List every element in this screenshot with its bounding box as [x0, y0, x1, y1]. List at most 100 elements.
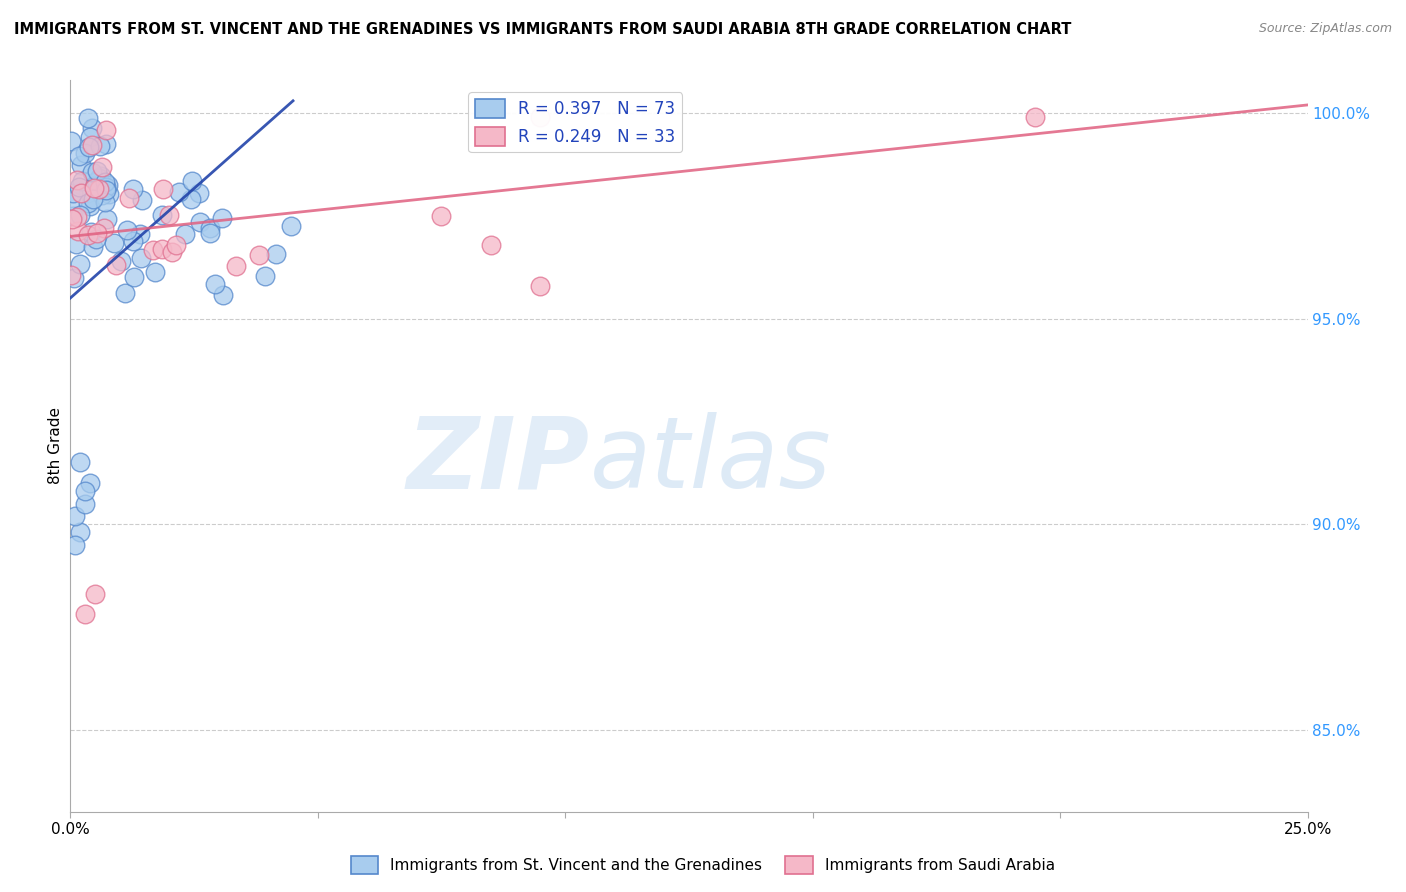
- Point: [131, 193, 153, 207]
- Point: [180, 193, 202, 207]
- Point: [70, 186, 93, 200]
- Point: [96, 179, 118, 194]
- Point: [249, 248, 271, 262]
- Point: [80, 137, 103, 152]
- Point: [167, 186, 190, 200]
- Point: [60, 211, 83, 226]
- Point: [96, 183, 118, 197]
- Point: [124, 269, 146, 284]
- Point: [79, 199, 101, 213]
- Text: ZIP: ZIP: [406, 412, 591, 509]
- Point: [122, 234, 145, 248]
- Point: [94, 195, 117, 210]
- Point: [152, 181, 174, 195]
- Point: [110, 254, 132, 268]
- Point: [96, 137, 118, 152]
- Point: [75, 496, 97, 510]
- Point: [114, 286, 136, 301]
- Point: [174, 227, 197, 242]
- Point: [67, 223, 90, 237]
- Point: [60, 134, 83, 148]
- Point: [118, 191, 141, 205]
- Point: [66, 173, 89, 187]
- Point: [104, 258, 127, 272]
- Point: [80, 164, 103, 178]
- Text: IMMIGRANTS FROM ST. VINCENT AND THE GRENADINES VS IMMIGRANTS FROM SAUDI ARABIA 8: IMMIGRANTS FROM ST. VINCENT AND THE GREN…: [14, 22, 1071, 37]
- Point: [150, 208, 173, 222]
- Point: [280, 219, 302, 233]
- Point: [62, 209, 84, 223]
- Point: [211, 288, 233, 302]
- Point: [65, 538, 87, 552]
- Point: [150, 242, 173, 256]
- Point: [75, 145, 97, 160]
- Point: [91, 188, 114, 202]
- Point: [67, 180, 90, 194]
- Point: [79, 475, 101, 490]
- Point: [82, 240, 104, 254]
- Point: [86, 227, 108, 241]
- Point: [141, 243, 163, 257]
- Point: [76, 228, 98, 243]
- Point: [82, 193, 104, 207]
- Point: [162, 244, 184, 259]
- Point: [66, 210, 89, 224]
- Point: [80, 120, 103, 135]
- Point: [204, 277, 226, 292]
- Point: [225, 260, 247, 274]
- Point: [75, 484, 97, 499]
- Point: [157, 208, 180, 222]
- Point: [65, 508, 87, 523]
- Point: [86, 164, 108, 178]
- Point: [121, 182, 143, 196]
- Point: [87, 182, 110, 196]
- Point: [70, 173, 93, 187]
- Point: [69, 525, 91, 540]
- Point: [86, 174, 108, 188]
- Point: [165, 238, 187, 252]
- Point: [63, 270, 86, 285]
- Point: [93, 221, 115, 235]
- Point: [87, 170, 110, 185]
- Point: [529, 278, 551, 293]
- Point: [96, 212, 118, 227]
- Point: [430, 209, 453, 223]
- Point: [129, 227, 152, 241]
- Y-axis label: 8th Grade: 8th Grade: [48, 408, 63, 484]
- Point: [69, 208, 91, 222]
- Point: [80, 225, 103, 239]
- Point: [76, 186, 98, 200]
- Point: [211, 211, 233, 225]
- Point: [77, 111, 100, 125]
- Point: [69, 455, 91, 469]
- Legend: Immigrants from St. Vincent and the Grenadines, Immigrants from Saudi Arabia: Immigrants from St. Vincent and the Gren…: [344, 850, 1062, 880]
- Point: [76, 195, 98, 210]
- Point: [200, 226, 222, 240]
- Point: [70, 158, 93, 172]
- Legend: R = 0.397   N = 73, R = 0.249   N = 33: R = 0.397 N = 73, R = 0.249 N = 33: [468, 92, 682, 153]
- Point: [83, 178, 105, 193]
- Point: [79, 130, 101, 145]
- Text: Source: ZipAtlas.com: Source: ZipAtlas.com: [1258, 22, 1392, 36]
- Point: [129, 251, 152, 265]
- Point: [1024, 110, 1046, 124]
- Point: [62, 194, 84, 208]
- Point: [103, 235, 125, 250]
- Point: [69, 257, 91, 271]
- Point: [180, 174, 202, 188]
- Point: [84, 587, 107, 601]
- Point: [188, 215, 211, 229]
- Point: [98, 186, 121, 201]
- Point: [83, 181, 105, 195]
- Point: [264, 247, 287, 261]
- Point: [84, 232, 107, 246]
- Point: [65, 237, 87, 252]
- Point: [77, 140, 100, 154]
- Point: [254, 268, 277, 283]
- Point: [75, 607, 97, 622]
- Point: [97, 178, 120, 192]
- Point: [90, 169, 112, 183]
- Point: [479, 237, 502, 252]
- Point: [60, 268, 83, 282]
- Point: [115, 223, 138, 237]
